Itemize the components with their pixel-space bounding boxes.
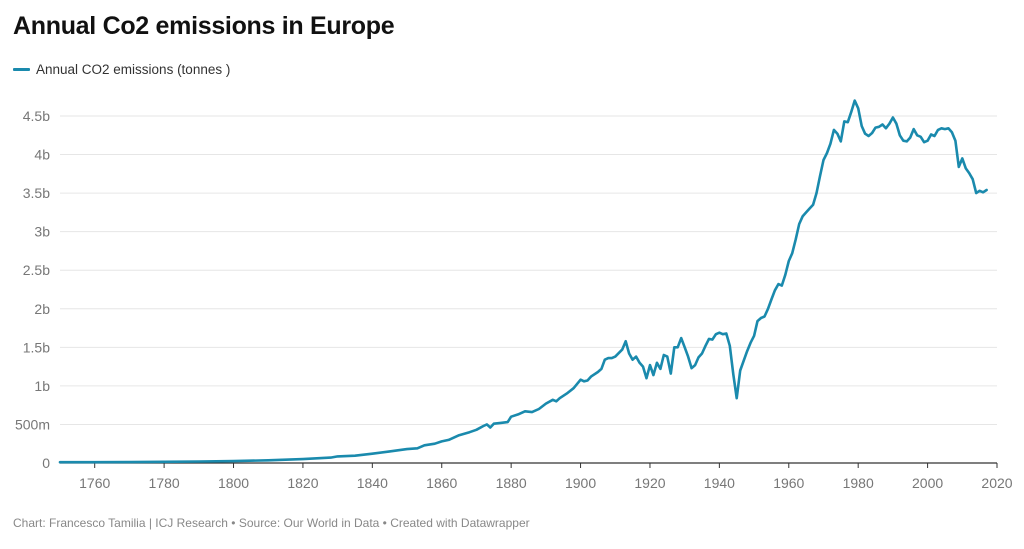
y-axis-ticks: 0 500m 1b 1.5b 2b 2.5b 3b 3.5b 4b 4.5b: [15, 108, 50, 471]
chart-title: Annual Co2 emissions in Europe: [13, 12, 395, 40]
y-tick-label: 500m: [15, 416, 50, 432]
x-tick-label: 2020: [981, 475, 1012, 491]
x-tick-label: 1880: [496, 475, 527, 491]
x-tick-label: 1920: [634, 475, 665, 491]
y-tick-label: 1b: [34, 378, 50, 394]
y-tick-label: 1.5b: [23, 339, 50, 355]
legend-label: Annual CO2 emissions (tonnes ): [36, 62, 231, 77]
x-tick-label: 1980: [843, 475, 874, 491]
x-tick-label: 1960: [773, 475, 804, 491]
x-tick-label: 1900: [565, 475, 596, 491]
y-tick-label: 4b: [34, 147, 50, 163]
y-tick-label: 2.5b: [23, 262, 50, 278]
chart-footer: Chart: Francesco Tamilia | ICJ Research …: [13, 516, 530, 530]
y-tick-label: 4.5b: [23, 108, 50, 124]
y-tick-label: 2b: [34, 301, 50, 317]
x-tick-label: 1820: [287, 475, 318, 491]
y-tick-label: 0: [42, 455, 50, 471]
x-axis-ticks: 1760 1780 1800 1820 1840 1860 1880 1900 1920 1940…: [79, 463, 1013, 491]
y-tick-label: 3b: [34, 224, 50, 240]
x-tick-label: 1780: [149, 475, 180, 491]
gridlines: [60, 115, 997, 464]
x-tick-label: 2000: [912, 475, 943, 491]
series-layer: [58, 99, 988, 464]
x-tick-label: 1800: [218, 475, 249, 491]
y-tick-label: 3.5b: [23, 185, 50, 201]
x-tick-label: 1940: [704, 475, 735, 491]
series-line-co2-emissions: [58, 99, 988, 464]
x-tick-label: 1760: [79, 475, 110, 491]
legend: Annual CO2 emissions (tonnes ): [13, 62, 230, 77]
x-tick-label: 1860: [426, 475, 457, 491]
legend-swatch: [13, 68, 30, 71]
x-tick-label: 1840: [357, 475, 388, 491]
